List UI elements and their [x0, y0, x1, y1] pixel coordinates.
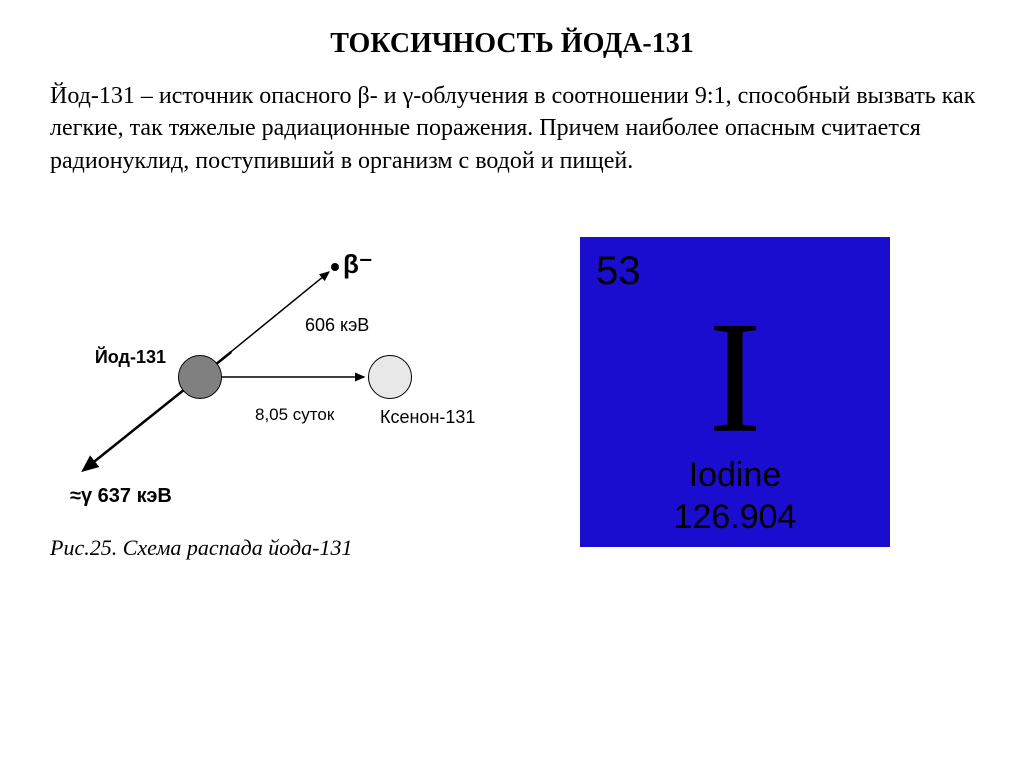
edge-label-iodine-xenon: 8,05 суток	[255, 405, 334, 425]
diagram-caption: Рис.25. Схема распада йода-131	[50, 527, 540, 561]
body-paragraph: Йод-131 – источник опасного β- и γ-облуч…	[0, 80, 1024, 177]
node-xenon	[368, 355, 412, 399]
diagram-arrows	[50, 237, 510, 527]
element-symbol: I	[708, 285, 761, 470]
atomic-number: 53	[596, 249, 641, 294]
node-label-xenon: Ксенон-131	[380, 407, 475, 428]
page-title: ТОКСИЧНОСТЬ ЙОДА-131	[0, 0, 1024, 80]
edge-label-iodine-beta: 606 кэВ	[305, 315, 369, 336]
node-label-beta: β⁻	[343, 249, 373, 280]
node-iodine	[178, 355, 222, 399]
decay-diagram-container: 606 кэВ 8,05 суток Йод-131 β⁻ Ксенон-131 ≈γ 6…	[0, 237, 540, 561]
element-tile: 53 I Iodine 126.904	[580, 237, 890, 547]
content-row: 606 кэВ 8,05 суток Йод-131 β⁻ Ксенон-131 ≈γ 6…	[0, 177, 1024, 561]
node-label-gamma: ≈γ 637 кэВ	[70, 485, 172, 508]
element-mass: 126.904	[580, 498, 890, 537]
element-name: Iodine	[580, 456, 890, 495]
decay-diagram: 606 кэВ 8,05 суток Йод-131 β⁻ Ксенон-131 ≈γ 6…	[50, 237, 510, 527]
node-label-iodine: Йод-131	[95, 347, 166, 368]
